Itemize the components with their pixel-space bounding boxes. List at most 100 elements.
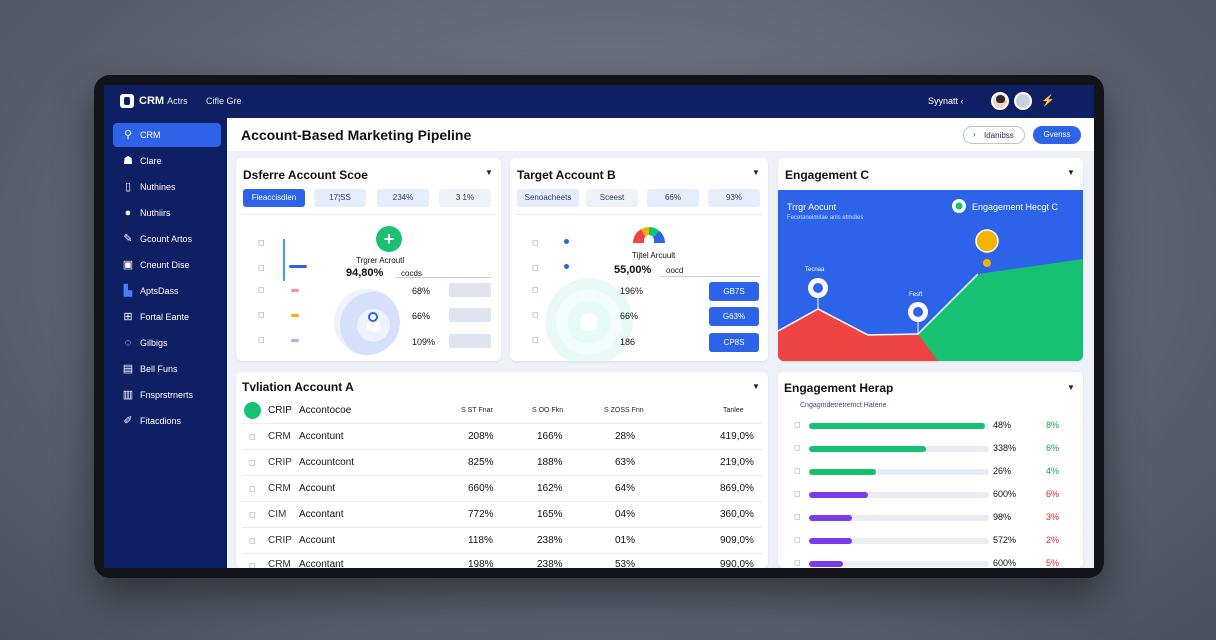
filter-chip[interactable]: 17¦SS xyxy=(314,189,366,207)
building-icon: ▙ xyxy=(123,285,133,297)
row-cell: 772% xyxy=(468,509,494,520)
row-cell: 118% xyxy=(468,535,493,546)
filter-chip[interactable]: 93% xyxy=(708,189,760,207)
row-cell: 198% xyxy=(468,559,494,568)
secondary-button-label: Idanibss xyxy=(984,131,1014,140)
sidebar-item-11[interactable]: ✐ Fitacdions xyxy=(113,409,221,433)
sidebar-item-crm[interactable]: ⚲ CRM xyxy=(113,123,221,147)
chevron-down-icon[interactable]: ▼ xyxy=(752,168,760,177)
row-cell: 53% xyxy=(615,559,636,568)
row-name: Account xyxy=(299,535,336,546)
chevron-right-icon: › xyxy=(973,130,976,139)
row-handle-icon: ◻ xyxy=(258,238,265,247)
progress-fill xyxy=(809,538,852,544)
tag-mark xyxy=(291,289,299,292)
breadcrumb[interactable]: Cifle Gre xyxy=(206,96,242,106)
sidebar-item-10[interactable]: ▥ Fnsprstrnerts xyxy=(113,383,221,407)
chevron-down-icon[interactable]: ▼ xyxy=(485,168,493,177)
sidebar-item-label: Cneunt Dise xyxy=(140,260,190,270)
heatmap-value: 600% xyxy=(993,558,1017,568)
row-action-button[interactable]: CP8S xyxy=(709,333,759,352)
sidebar-item-label: Nuthiirs xyxy=(140,208,171,218)
search-icon: ⚲ xyxy=(123,129,133,141)
account-score-card: Dsferre Account Scoe ▼ Fleaccisdlen 17¦S… xyxy=(236,158,501,361)
status-icon xyxy=(244,402,261,419)
row-code: CRIP xyxy=(268,405,292,416)
row-handle-icon: ◻ xyxy=(532,238,539,247)
row-cell: 219,0% xyxy=(720,457,754,468)
sidebar-item-2[interactable]: ▯ Nuthines xyxy=(113,175,221,199)
sidebar-item-label: Fnsprstrnerts xyxy=(140,390,194,400)
row-handle-icon: ◻ xyxy=(794,512,801,521)
row-name: Accontunt xyxy=(299,431,344,442)
filter-chip[interactable]: Senoacheets xyxy=(517,189,579,207)
row-action-button[interactable]: GB7S xyxy=(709,282,759,301)
row-handle-icon: ◻ xyxy=(532,335,539,344)
primary-button[interactable]: Gvenss xyxy=(1033,126,1081,144)
chevron-down-icon[interactable]: ▼ xyxy=(1067,383,1075,392)
heatmap-change: 4% xyxy=(1046,466,1060,476)
notification-icon[interactable]: ⚡ xyxy=(1041,95,1055,107)
sidebar-item-5[interactable]: ▣ Cneunt Dise xyxy=(113,253,221,277)
add-icon[interactable]: + xyxy=(376,226,402,252)
row-handle-icon: ◻ xyxy=(532,310,539,319)
row-handle-icon: ◻ xyxy=(794,420,801,429)
donut-chart xyxy=(334,289,400,355)
sidebar-item-4[interactable]: ✎ Gcount Artos xyxy=(113,227,221,251)
sidebar-item-1[interactable]: ☗ Clare xyxy=(113,149,221,173)
filter-chip[interactable]: 66% xyxy=(647,189,699,207)
user-menu[interactable]: Syynatt ‹ xyxy=(928,96,964,106)
sidebar-item-9[interactable]: ▤ Bell Funs xyxy=(113,357,221,381)
user-icon: ☗ xyxy=(123,155,133,167)
center-sub: oocd xyxy=(666,266,684,275)
sidebar-item-label: Nuthines xyxy=(140,182,176,192)
progress-fill xyxy=(809,423,985,429)
row-action-button[interactable]: G63% xyxy=(709,307,759,326)
heatmap-change: 2% xyxy=(1046,535,1060,545)
highlight-dot xyxy=(983,259,991,267)
top-bar: CRM Actrs Cifle Gre Syynatt ‹ ⚡ xyxy=(104,85,1094,118)
engagement-svg xyxy=(778,199,1083,361)
card-title: Dsferre Account Scoe xyxy=(243,168,368,182)
filter-chip[interactable]: 3 1% xyxy=(439,189,491,207)
sidebar-item-3[interactable]: ● Nuthiirs xyxy=(113,201,221,225)
progress-track xyxy=(809,515,989,521)
center-value: 94,80% xyxy=(346,267,384,279)
row-cell: 188% xyxy=(537,457,563,468)
row-handle-icon: ◻ xyxy=(794,443,801,452)
heatmap-change: 6% xyxy=(1046,443,1060,453)
secondary-button[interactable]: › Idanibss xyxy=(963,126,1025,144)
sidebar-item-label: Gcount Artos xyxy=(140,234,193,244)
row-name[interactable]: Accontocoe xyxy=(299,405,352,416)
circle-icon: ● xyxy=(124,207,132,219)
sidebar-item-6[interactable]: ▙ AptsDass xyxy=(113,279,221,303)
divider xyxy=(242,423,762,424)
chevron-down-icon[interactable]: ▼ xyxy=(752,382,760,391)
brand-sub: Actrs xyxy=(167,96,188,106)
column-header[interactable]: Tanlee xyxy=(723,407,744,414)
heatmap-change: 3% xyxy=(1046,512,1060,522)
row-code: CRM xyxy=(268,431,291,442)
row-cell: 01% xyxy=(615,535,636,546)
column-header[interactable]: S OO Fkn xyxy=(532,407,564,414)
avatar[interactable] xyxy=(991,92,1009,110)
row-handle-icon: ◻ xyxy=(258,263,265,272)
column-header[interactable]: S ZOSS Fnn xyxy=(604,407,644,414)
sidebar-item-7[interactable]: ⊞ Fortal Eante xyxy=(113,305,221,329)
filter-chip[interactable]: Fleaccisdlen xyxy=(243,189,305,207)
ripple-chart xyxy=(545,278,633,361)
target-account-card: Target Account B ▼ Senoacheets Sceest 66… xyxy=(510,158,768,361)
app-screen: CRM Actrs Cifle Gre Syynatt ‹ ⚡ ⚲ CRM ☗ … xyxy=(104,85,1094,568)
page-header: Account-Based Marketing Pipeline › Idani… xyxy=(227,118,1094,151)
row-cell: 869,0% xyxy=(720,483,754,494)
progress-fill xyxy=(809,492,868,498)
progress-track xyxy=(809,561,989,567)
row-cell: 208% xyxy=(468,431,494,442)
avatar-secondary[interactable] xyxy=(1014,92,1032,110)
chevron-down-icon[interactable]: ▼ xyxy=(1067,168,1075,177)
sidebar-item-8[interactable]: ◌ Gilbigs xyxy=(113,331,221,355)
filter-chip[interactable]: Sceest xyxy=(586,189,638,207)
column-header[interactable]: S ST Fnar xyxy=(461,407,493,414)
brand[interactable]: CRM Actrs xyxy=(139,95,188,107)
filter-chip[interactable]: 234% xyxy=(377,189,429,207)
